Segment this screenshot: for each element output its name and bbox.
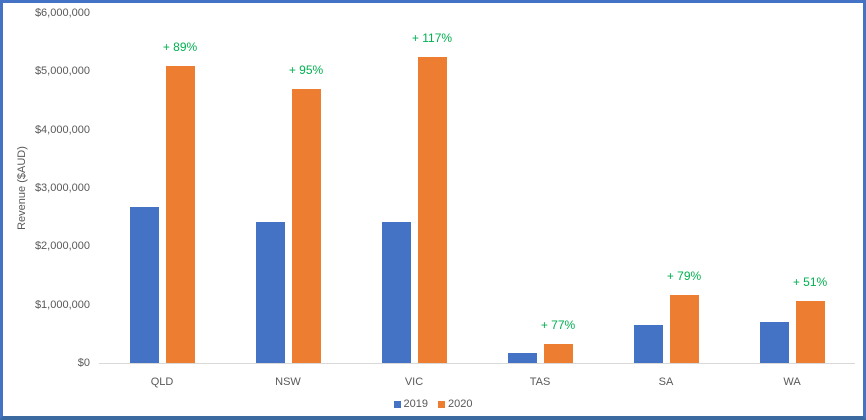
y-tick-label: $6,000,000 — [34, 7, 90, 19]
growth-annotation-qld: + 89% — [162, 40, 198, 55]
bar-vic-2019[interactable] — [381, 222, 411, 363]
y-tick-label: $0 — [77, 357, 90, 369]
bar-wa-2019[interactable] — [759, 322, 789, 363]
bar-sa-2020[interactable] — [669, 294, 699, 363]
legend-swatch-2020 — [438, 400, 445, 408]
bar-vic-2020[interactable] — [417, 57, 447, 363]
bar-sa-2019[interactable] — [633, 325, 663, 363]
legend-label-2020: 2020 — [448, 398, 473, 410]
bar-tas-2019[interactable] — [507, 352, 537, 363]
legend-item-2019[interactable]: 2019 — [393, 398, 428, 410]
x-tick-label-sa: SA — [658, 376, 674, 388]
x-tick-label-qld: QLD — [150, 376, 174, 388]
y-tick-label: $3,000,000 — [34, 182, 90, 194]
x-tick-label-nsw: NSW — [275, 376, 301, 388]
y-tick-label: $2,000,000 — [34, 240, 90, 253]
legend-swatch-2019 — [393, 400, 401, 408]
bar-wa-2020[interactable] — [795, 301, 825, 363]
y-tick-label: $4,000,000 — [34, 123, 90, 136]
legend-label-2019: 2019 — [403, 398, 428, 410]
growth-annotation-vic: + 117% — [411, 31, 453, 46]
legend: 2019 2020 — [0, 398, 866, 410]
growth-annotation-wa: + 51% — [792, 275, 828, 290]
x-tick-label-vic: VIC — [404, 376, 424, 388]
growth-annotation-nsw: + 95% — [288, 62, 324, 77]
x-tick-label-tas: TAS — [529, 376, 551, 388]
bar-qld-2020[interactable] — [165, 66, 195, 363]
bar-nsw-2019[interactable] — [255, 221, 285, 363]
x-tick-label-wa: WA — [783, 376, 801, 388]
growth-annotation-sa: + 79% — [666, 268, 702, 283]
y-tick-label: $1,000,000 — [34, 298, 90, 311]
bar-tas-2020[interactable] — [543, 344, 573, 363]
x-axis-line — [99, 363, 855, 364]
legend-item-2020[interactable]: 2020 — [438, 398, 472, 410]
bar-nsw-2020[interactable] — [291, 88, 321, 363]
bar-qld-2019[interactable] — [129, 206, 159, 363]
y-tick-label: $5,000,000 — [34, 65, 90, 78]
growth-annotation-tas: + 77% — [540, 318, 576, 333]
